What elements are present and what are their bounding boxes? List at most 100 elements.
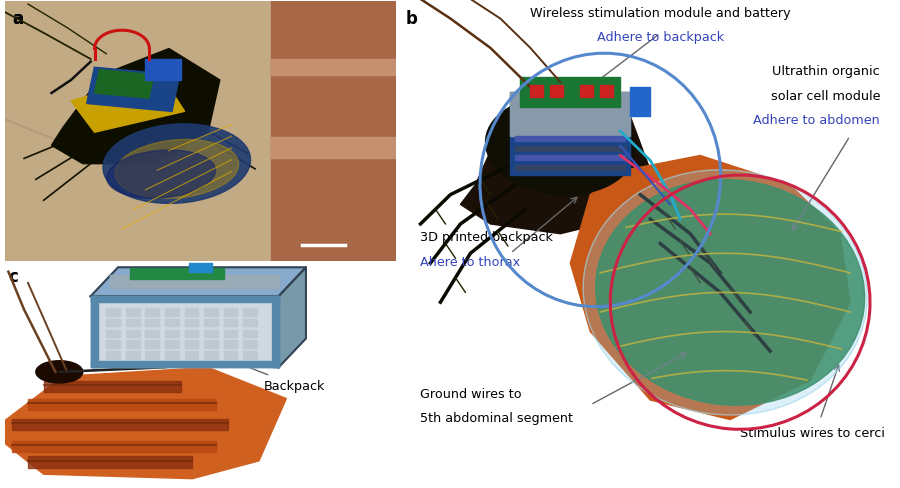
Bar: [243, 319, 257, 327]
Bar: [28, 399, 216, 410]
Bar: [146, 330, 159, 338]
Polygon shape: [91, 268, 306, 297]
Bar: [516, 146, 625, 151]
Bar: [184, 330, 198, 338]
Bar: [243, 351, 257, 359]
Bar: [600, 85, 613, 98]
Text: 3D printed backpack: 3D printed backpack: [420, 231, 554, 244]
Bar: [204, 351, 218, 359]
Ellipse shape: [583, 170, 868, 415]
Bar: [165, 319, 179, 327]
Bar: [106, 341, 120, 348]
Polygon shape: [4, 367, 286, 479]
Bar: [146, 60, 181, 81]
Bar: [273, 297, 278, 367]
Bar: [184, 330, 198, 338]
Bar: [243, 341, 257, 348]
Text: Rigid components: Rigid components: [0, 487, 1, 488]
Bar: [204, 309, 218, 316]
Text: c: c: [8, 268, 18, 285]
Bar: [44, 381, 181, 392]
Bar: [106, 319, 120, 327]
Bar: [126, 330, 140, 338]
Bar: [530, 85, 543, 98]
Bar: [4, 2, 271, 264]
Bar: [146, 319, 159, 327]
Text: Ultrathin organic: Ultrathin organic: [772, 65, 880, 78]
Bar: [184, 309, 198, 316]
Bar: [91, 297, 98, 367]
Bar: [91, 297, 96, 367]
Bar: [13, 419, 228, 430]
Bar: [126, 309, 140, 316]
Bar: [271, 60, 396, 76]
Bar: [165, 351, 179, 359]
Polygon shape: [571, 156, 850, 420]
Text: a: a: [13, 10, 23, 28]
Bar: [243, 319, 257, 327]
Bar: [510, 93, 630, 176]
Bar: [126, 351, 140, 359]
Bar: [165, 309, 179, 316]
Bar: [91, 363, 278, 367]
Bar: [106, 309, 120, 316]
Bar: [184, 351, 198, 359]
Text: Wireless stimulation module and battery: Wireless stimulation module and battery: [530, 6, 790, 20]
Text: solar cell module: solar cell module: [770, 89, 880, 102]
Bar: [630, 88, 650, 117]
Ellipse shape: [486, 98, 635, 195]
Bar: [243, 309, 257, 316]
Bar: [146, 351, 159, 359]
Bar: [243, 309, 257, 316]
Bar: [91, 297, 278, 301]
Bar: [204, 330, 218, 338]
Bar: [551, 85, 562, 98]
Ellipse shape: [103, 124, 250, 204]
Bar: [91, 297, 278, 303]
Bar: [184, 319, 198, 327]
Bar: [224, 330, 238, 338]
Bar: [204, 319, 218, 327]
Bar: [28, 456, 193, 468]
Bar: [184, 341, 198, 348]
Text: a: a: [13, 10, 23, 28]
Bar: [271, 138, 396, 159]
Bar: [243, 341, 257, 348]
Text: 5th abdominal segment: 5th abdominal segment: [420, 411, 573, 425]
Bar: [146, 319, 159, 327]
Bar: [165, 319, 179, 327]
Bar: [271, 2, 396, 264]
Bar: [106, 351, 120, 359]
Polygon shape: [71, 76, 184, 133]
Text: Adhere to abdomen: Adhere to abdomen: [753, 114, 880, 127]
Bar: [106, 309, 120, 316]
Bar: [184, 341, 198, 348]
Text: Ahere to thorax: Ahere to thorax: [420, 255, 520, 268]
Bar: [510, 93, 630, 137]
Bar: [126, 319, 140, 327]
Bar: [126, 319, 140, 327]
Bar: [146, 309, 159, 316]
Text: Stimulus wires to cerci: Stimulus wires to cerci: [740, 426, 885, 439]
Bar: [91, 362, 278, 367]
Bar: [165, 351, 179, 359]
Bar: [165, 341, 179, 348]
Bar: [13, 441, 216, 452]
Ellipse shape: [596, 180, 865, 406]
Bar: [126, 330, 140, 338]
Bar: [165, 330, 179, 338]
Bar: [146, 330, 159, 338]
Text: Adhere to backpack: Adhere to backpack: [597, 31, 724, 44]
Bar: [204, 351, 218, 359]
Bar: [580, 85, 593, 98]
Bar: [243, 330, 257, 338]
Bar: [188, 264, 212, 272]
Bar: [243, 330, 257, 338]
Bar: [126, 309, 140, 316]
Bar: [224, 341, 238, 348]
Bar: [224, 309, 238, 316]
Ellipse shape: [115, 140, 238, 199]
Bar: [224, 351, 238, 359]
Bar: [516, 156, 625, 161]
Bar: [106, 330, 120, 338]
